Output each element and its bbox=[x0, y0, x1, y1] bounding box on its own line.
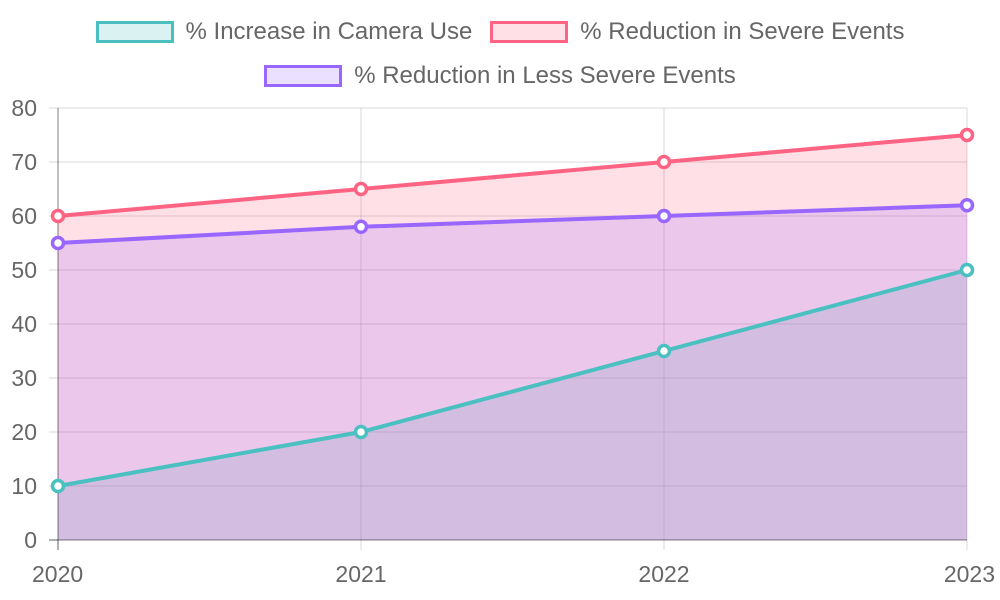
grid bbox=[49, 107, 968, 550]
data-point[interactable] bbox=[959, 197, 975, 213]
legend-label-less-severe-events: % Reduction in Less Severe Events bbox=[354, 62, 736, 89]
y-tick-label: 30 bbox=[11, 365, 37, 391]
series-line-1 bbox=[56, 133, 969, 218]
legend-row-1: % Increase in Camera Use % Reduction in … bbox=[0, 17, 1000, 47]
data-point[interactable] bbox=[50, 478, 66, 494]
series-areas bbox=[58, 135, 967, 540]
series-area-0 bbox=[58, 270, 967, 540]
axes bbox=[49, 108, 967, 550]
y-tick-label: 70 bbox=[11, 149, 37, 175]
y-tick-label: 50 bbox=[11, 257, 37, 283]
data-point[interactable] bbox=[353, 219, 369, 235]
legend-label-camera-use: % Increase in Camera Use bbox=[185, 18, 473, 45]
data-point[interactable] bbox=[656, 154, 672, 170]
tick-labels: 0 10 20 30 40 50 60 70 80 2020 2021 2022 2023 bbox=[11, 95, 995, 587]
series-lines bbox=[56, 133, 969, 488]
y-tick-label: 10 bbox=[11, 473, 37, 499]
y-tick-label: 20 bbox=[11, 419, 37, 445]
y-tick-label: 60 bbox=[11, 203, 37, 229]
data-points bbox=[50, 127, 975, 494]
data-point[interactable] bbox=[50, 235, 66, 251]
legend-swatch-less-severe-events bbox=[264, 65, 343, 87]
data-point[interactable] bbox=[656, 343, 672, 359]
legend: % Increase in Camera Use % Reduction in … bbox=[0, 0, 1000, 100]
y-tick-label: 0 bbox=[24, 527, 37, 553]
series-area-2 bbox=[58, 205, 967, 540]
series-line-0 bbox=[56, 268, 969, 488]
data-point[interactable] bbox=[50, 208, 66, 224]
data-point[interactable] bbox=[959, 127, 975, 143]
series-area-1 bbox=[58, 135, 967, 540]
y-tick-label: 80 bbox=[11, 95, 37, 121]
data-point[interactable] bbox=[353, 424, 369, 440]
legend-label-severe-events: % Reduction in Severe Events bbox=[580, 18, 905, 45]
series-line-2 bbox=[56, 203, 969, 245]
x-tick-label: 2022 bbox=[638, 561, 689, 587]
legend-item-severe-events[interactable]: % Reduction in Severe Events bbox=[490, 18, 904, 46]
y-tick-label: 40 bbox=[11, 311, 37, 337]
data-point[interactable] bbox=[353, 181, 369, 197]
x-tick-label: 2020 bbox=[32, 561, 83, 587]
x-tick-label: 2023 bbox=[944, 561, 995, 587]
data-point[interactable] bbox=[656, 208, 672, 224]
legend-row-2: % Reduction in Less Severe Events bbox=[0, 61, 1000, 91]
legend-swatch-severe-events bbox=[490, 21, 569, 43]
x-tick-label: 2021 bbox=[335, 561, 386, 587]
legend-swatch-camera-use bbox=[95, 21, 174, 43]
legend-item-less-severe-events[interactable]: % Reduction in Less Severe Events bbox=[264, 62, 736, 90]
data-point[interactable] bbox=[959, 262, 975, 278]
legend-item-camera-use[interactable]: % Increase in Camera Use bbox=[95, 18, 473, 46]
